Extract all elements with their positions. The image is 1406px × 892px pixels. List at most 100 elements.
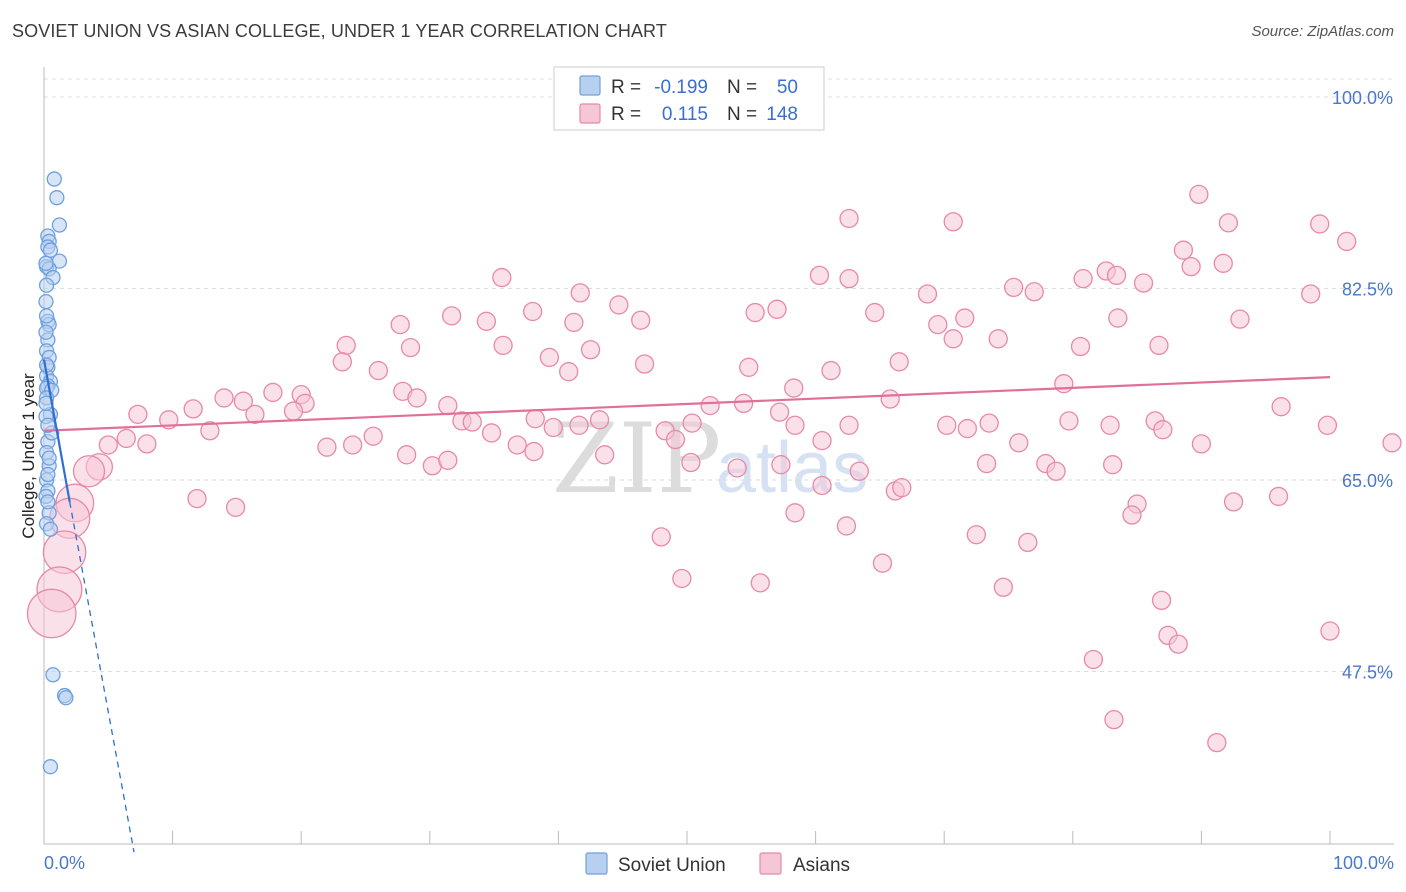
soviet-point [42,759,59,775]
asian-point [839,208,859,229]
asian-point [524,441,544,462]
asian-point [681,452,701,473]
asian-point [214,388,234,408]
asian-point [1003,277,1024,298]
asian-point [1018,532,1038,553]
soviet-trend-extension [69,501,135,853]
asian-point [543,417,563,438]
asian-point [1103,455,1123,475]
asian-point [1317,415,1338,435]
asian-point [397,445,417,465]
asian-point [225,497,246,518]
asian-point [1320,621,1340,641]
asian-point [1100,415,1120,435]
asian-point [539,347,560,368]
asian-point [481,423,502,443]
asian-point [889,352,909,372]
asian-point [245,404,265,424]
asian-point [1337,231,1357,252]
asian-point [1073,269,1093,289]
soviet-point [38,255,54,271]
chart-title: SOVIET UNION VS ASIAN COLLEGE, UNDER 1 Y… [12,21,667,41]
asian-point [1191,434,1212,454]
asian-point [1207,732,1227,753]
asian-point [1173,240,1194,260]
asian-point [233,391,253,411]
asian-point [1310,214,1330,234]
gridlines [44,78,1394,672]
asian-point [727,458,747,478]
y-tick-labels: 47.5% 65.0% 82.5% 100.0% [1332,88,1393,683]
asian-point [400,337,421,358]
asian-point [821,360,841,381]
asian-point [976,453,997,474]
x-axis-ticks [43,831,1331,844]
soviet-point [49,190,65,206]
bottom-legend-asian-swatch [759,852,782,875]
asian-point [631,310,651,330]
asian-point [438,395,458,416]
legend-asian-r-label: R = [611,104,641,125]
soviet-point [41,450,57,466]
asian-point [966,525,986,545]
asian-point [1230,309,1250,329]
asian-point [839,415,859,435]
asian-point [137,434,157,454]
soviet-point [38,277,55,293]
asian-point [1149,335,1169,356]
asian-point [771,455,791,475]
asian-point [336,335,356,356]
asian-point [865,302,885,323]
asian-point [955,308,975,328]
asian-point [595,445,615,465]
asian-point [1046,461,1066,481]
asian-point [750,573,770,593]
legend-soviet-r-label: R = [611,77,641,98]
asian-point [1153,420,1173,440]
asian-point [1083,649,1104,670]
asian-point [200,421,220,441]
y-tick-label: 82.5% [1342,280,1393,300]
asian-point [116,428,136,449]
bottom-legend-soviet-swatch [585,852,608,875]
asian-point [1122,505,1142,525]
asian-point [283,401,304,421]
asian-point [438,450,458,470]
soviet-point [38,324,54,340]
asian-point [812,475,832,496]
y-tick-label: 47.5% [1342,663,1393,683]
asian-point [917,284,938,304]
asian-point [1213,253,1233,273]
asian-point [1106,265,1127,286]
asian-point [1271,397,1291,417]
asian-point [892,478,912,498]
asian-point [589,410,610,430]
soviet-point [40,494,56,510]
asian-point [1223,492,1244,512]
asian-point [1268,486,1289,507]
asian-point [476,311,497,331]
asian-point [733,393,754,414]
asian-point [872,553,893,573]
asian-point [559,362,579,382]
chart-source: Source: ZipAtlas.com [1251,23,1394,40]
y-axis-title: College, Under 1 year [19,373,38,539]
asian-point [634,354,655,374]
asian-point [836,516,857,536]
asian-point [785,415,805,435]
soviet-point [42,521,59,537]
asian-point [525,409,545,429]
asian-point [651,527,671,547]
asian-point [1133,273,1154,293]
asian-point [1059,411,1079,431]
asian-point [1382,433,1402,453]
series-legend: Soviet Union Asians [585,852,850,876]
asian-point [128,404,148,424]
asian-point [1189,184,1209,205]
legend-asian-r-value: 0.115 [662,104,708,125]
asian-point [979,413,999,433]
asian-point [1181,256,1201,277]
asian-point [745,302,765,323]
asian-point [72,455,106,488]
asian-point [1218,213,1239,233]
